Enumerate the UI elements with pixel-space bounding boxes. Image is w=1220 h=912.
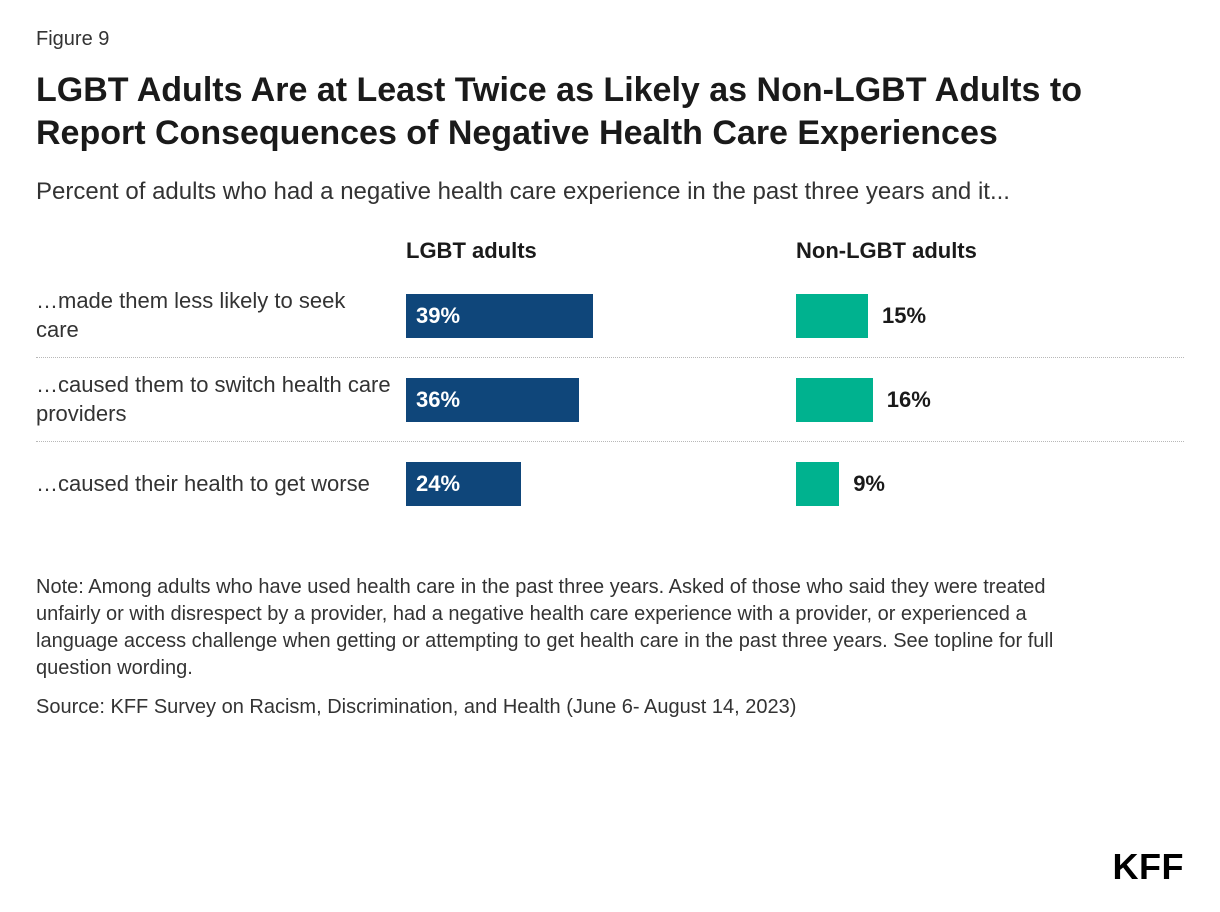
bar xyxy=(796,462,839,506)
kff-logo: KFF xyxy=(1113,846,1184,888)
bar-value: 39% xyxy=(416,303,460,329)
data-row: …caused their health to get worse 24% 9% xyxy=(36,442,1184,526)
bar-wrap: 9% xyxy=(796,462,1186,506)
chart-title: LGBT Adults Are at Least Twice as Likely… xyxy=(36,69,1136,154)
bar: 36% xyxy=(406,378,579,422)
data-row: …made them less likely to seek care 39% 15… xyxy=(36,274,1184,358)
row-label: …caused them to switch health care provi… xyxy=(36,371,406,428)
column-header-lgbt: LGBT adults xyxy=(406,238,796,264)
bar-wrap: 36% xyxy=(406,378,796,422)
bar-value: 15% xyxy=(882,303,926,329)
bar-wrap: 16% xyxy=(796,378,1186,422)
bar xyxy=(796,378,873,422)
row-label: …caused their health to get worse xyxy=(36,470,406,499)
figure-label: Figure 9 xyxy=(36,28,1184,51)
source-text: Source: KFF Survey on Racism, Discrimina… xyxy=(36,696,1056,719)
bar-value: 24% xyxy=(416,471,460,497)
data-row: …caused them to switch health care provi… xyxy=(36,358,1184,442)
bar: 24% xyxy=(406,462,521,506)
bar-value: 9% xyxy=(853,471,885,497)
bar-wrap: 39% xyxy=(406,294,796,338)
note-text: Note: Among adults who have used health … xyxy=(36,574,1056,682)
chart-footer: Note: Among adults who have used health … xyxy=(36,574,1056,719)
column-header-non-lgbt: Non-LGBT adults xyxy=(796,238,1186,264)
chart-subtitle: Percent of adults who had a negative hea… xyxy=(36,176,1086,208)
row-label: …made them less likely to seek care xyxy=(36,287,406,344)
bar-chart: LGBT adults Non-LGBT adults …made them l… xyxy=(36,238,1184,526)
bar: 39% xyxy=(406,294,593,338)
bar-wrap: 24% xyxy=(406,462,796,506)
column-headers: LGBT adults Non-LGBT adults xyxy=(36,238,1184,274)
bar xyxy=(796,294,868,338)
bar-wrap: 15% xyxy=(796,294,1186,338)
bar-value: 16% xyxy=(887,387,931,413)
bar-value: 36% xyxy=(416,387,460,413)
